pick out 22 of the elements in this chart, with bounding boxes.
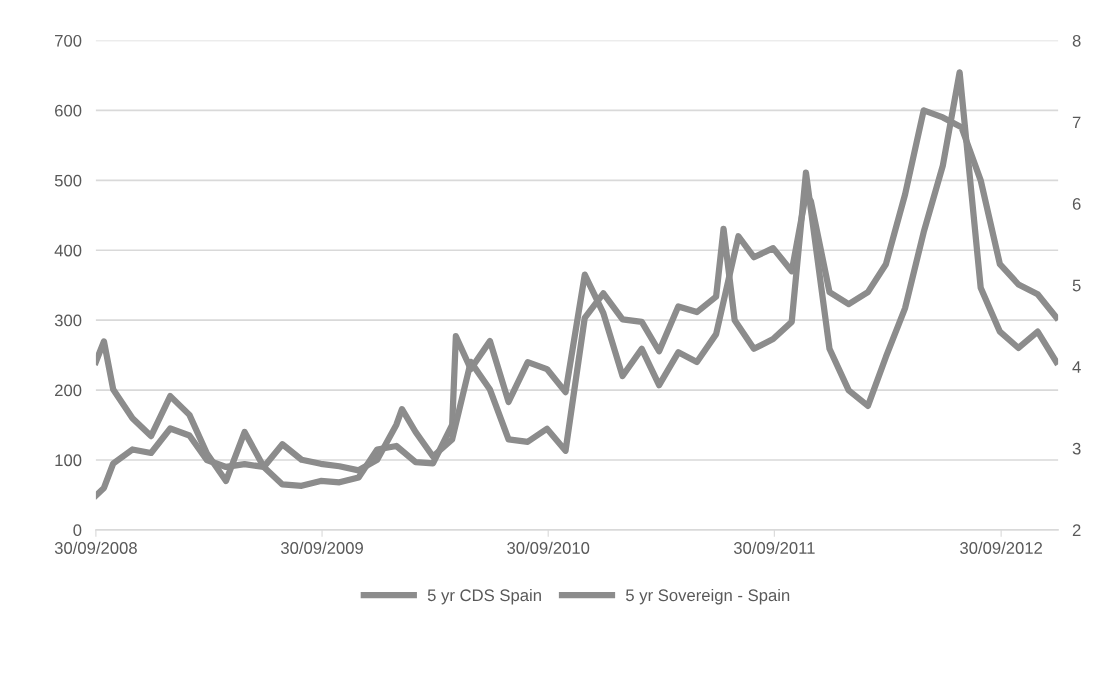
y-tick-label: 0	[73, 524, 82, 537]
y-tick-label: 500	[54, 174, 82, 187]
x-tick-label: 30/09/2011	[733, 541, 815, 554]
y2-tick-label: 8	[1072, 34, 1081, 47]
legend-label: 5 yr Sovereign - Spain	[626, 588, 790, 605]
y-tick-label: 100	[55, 454, 82, 467]
x-tick-label: 30/09/2008	[54, 541, 137, 554]
y2-tick-label: 2	[1072, 524, 1081, 536]
y2-tick-label: 6	[1072, 198, 1081, 210]
y2-tick-label: 5	[1072, 279, 1081, 292]
legend-label: 5 yr CDS Spain	[427, 588, 541, 605]
y-tick-label: 600	[55, 104, 82, 117]
y-tick-label: 300	[54, 314, 82, 327]
x-tick-label: 30/09/2012	[960, 541, 1043, 554]
y2-tick-label: 4	[1072, 361, 1081, 373]
y-tick-label: 400	[54, 244, 82, 257]
x-tick-label: 30/09/2010	[507, 541, 590, 554]
y2-tick-label: 7	[1072, 116, 1081, 129]
y-tick-label: 700	[55, 34, 82, 47]
x-tick-label: 30/09/2009	[280, 541, 363, 554]
y-tick-label: 200	[55, 384, 82, 397]
y2-tick-label: 3	[1072, 442, 1081, 455]
